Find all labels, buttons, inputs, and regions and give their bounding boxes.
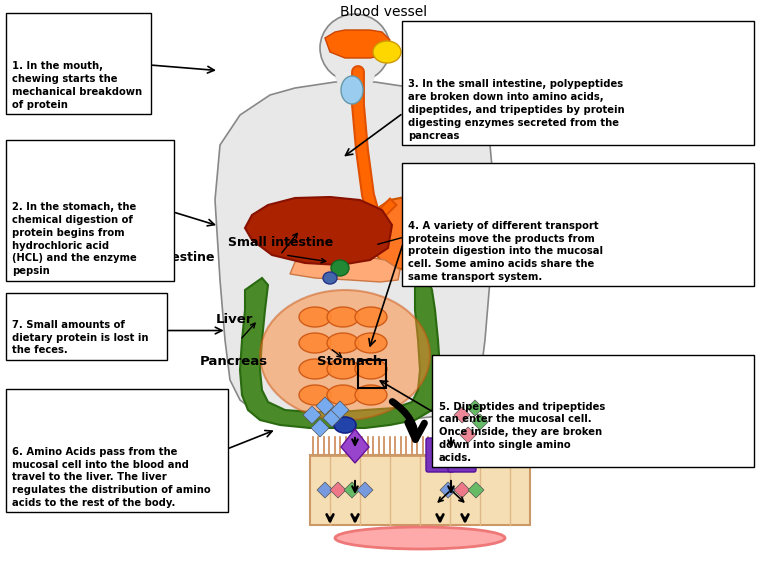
- FancyBboxPatch shape: [310, 455, 530, 525]
- Ellipse shape: [355, 333, 387, 353]
- Ellipse shape: [260, 290, 430, 420]
- FancyBboxPatch shape: [6, 293, 167, 360]
- Polygon shape: [317, 482, 333, 498]
- Ellipse shape: [355, 307, 387, 327]
- Polygon shape: [215, 82, 495, 422]
- Text: 6. Amino Acids pass from the
mucosal cell into the blood and
travel to the liver: 6. Amino Acids pass from the mucosal cel…: [12, 447, 211, 508]
- FancyBboxPatch shape: [432, 355, 754, 467]
- Polygon shape: [311, 419, 329, 437]
- Ellipse shape: [320, 14, 390, 82]
- Ellipse shape: [355, 385, 387, 405]
- Text: 3. In the small intestine, polypeptides
are broken down into amino acids,
dipept: 3. In the small intestine, polypeptides …: [408, 80, 624, 141]
- Polygon shape: [325, 30, 390, 58]
- Text: 2. In the stomach, the
chemical digestion of
protein begins from
hydrochloric ac: 2. In the stomach, the chemical digestio…: [12, 202, 137, 276]
- Polygon shape: [330, 482, 346, 498]
- Ellipse shape: [299, 359, 331, 379]
- Ellipse shape: [334, 417, 356, 433]
- Ellipse shape: [327, 307, 359, 327]
- Polygon shape: [316, 397, 334, 415]
- Polygon shape: [335, 78, 375, 98]
- Polygon shape: [323, 409, 341, 427]
- Ellipse shape: [327, 333, 359, 353]
- Polygon shape: [240, 278, 440, 428]
- Polygon shape: [454, 482, 470, 498]
- FancyBboxPatch shape: [6, 140, 174, 281]
- Polygon shape: [440, 482, 456, 498]
- Polygon shape: [370, 195, 445, 270]
- Text: 5. Dipeptides and tripeptides
can enter the mucosal cell.
Once inside, they are : 5. Dipeptides and tripeptides can enter …: [439, 402, 604, 463]
- Ellipse shape: [335, 527, 505, 549]
- Polygon shape: [472, 414, 488, 430]
- Ellipse shape: [373, 41, 401, 63]
- Polygon shape: [357, 482, 373, 498]
- Text: Small intestine: Small intestine: [227, 236, 333, 250]
- FancyBboxPatch shape: [6, 389, 228, 512]
- Ellipse shape: [331, 260, 349, 276]
- Polygon shape: [290, 255, 400, 282]
- Ellipse shape: [323, 272, 337, 284]
- FancyBboxPatch shape: [402, 21, 754, 145]
- Polygon shape: [341, 429, 369, 463]
- Text: 7. Small amounts of
dietary protein is lost in
the feces.: 7. Small amounts of dietary protein is l…: [12, 320, 149, 355]
- Text: 1. In the mouth,
chewing starts the
mechanical breakdown
of protein: 1. In the mouth, chewing starts the mech…: [12, 61, 142, 110]
- FancyBboxPatch shape: [402, 163, 754, 286]
- Text: Large intestine: Large intestine: [108, 250, 214, 264]
- Polygon shape: [468, 482, 484, 498]
- FancyBboxPatch shape: [6, 13, 151, 114]
- Ellipse shape: [355, 359, 387, 379]
- Ellipse shape: [299, 385, 331, 405]
- FancyBboxPatch shape: [448, 438, 476, 472]
- Polygon shape: [335, 75, 375, 100]
- Ellipse shape: [299, 307, 331, 327]
- Polygon shape: [245, 197, 392, 265]
- Text: Pancreas: Pancreas: [200, 355, 268, 368]
- Ellipse shape: [327, 385, 359, 405]
- Polygon shape: [303, 406, 321, 424]
- Ellipse shape: [341, 76, 363, 104]
- Ellipse shape: [327, 359, 359, 379]
- Polygon shape: [331, 401, 349, 419]
- Ellipse shape: [299, 333, 331, 353]
- Polygon shape: [460, 427, 476, 443]
- Text: Blood vessel: Blood vessel: [340, 6, 428, 19]
- Text: Liver: Liver: [216, 312, 253, 326]
- Polygon shape: [454, 407, 470, 423]
- Text: Stomach: Stomach: [317, 355, 382, 368]
- FancyBboxPatch shape: [426, 438, 454, 472]
- Polygon shape: [467, 400, 483, 416]
- Text: 4. A variety of different transport
proteins move the products from
protein dige: 4. A variety of different transport prot…: [408, 221, 603, 282]
- Polygon shape: [344, 482, 360, 498]
